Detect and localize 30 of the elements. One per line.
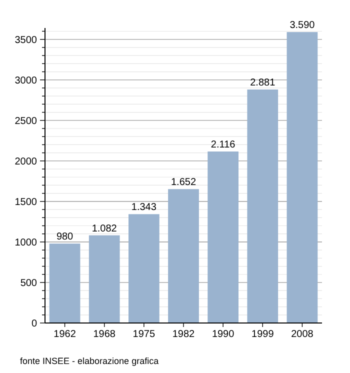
bar <box>247 90 278 323</box>
y-tick-label: 1500 <box>14 196 38 208</box>
bar <box>128 214 160 323</box>
data-label: 1.343 <box>131 202 157 214</box>
data-label: 1.082 <box>92 223 118 234</box>
bar <box>49 244 80 323</box>
y-tick-label: 3500 <box>14 34 38 46</box>
y-tick-label: 0 <box>31 318 38 330</box>
data-label: 980 <box>56 232 74 243</box>
y-tick-label: 2500 <box>14 116 38 127</box>
data-label: 2.881 <box>250 78 276 89</box>
y-tick-label: 2000 <box>14 156 38 168</box>
bar <box>168 189 199 323</box>
data-label: 2.116 <box>210 140 236 151</box>
x-tick-label: 1962 <box>54 329 76 340</box>
x-tick-label: 1990 <box>212 329 235 340</box>
bar <box>88 235 120 323</box>
x-tick-label: 1968 <box>93 329 116 340</box>
source-note: fonte INSEE - elaborazione grafica <box>20 356 159 366</box>
x-tick-label: 1982 <box>172 329 196 340</box>
x-tick-label: 2008 <box>291 329 314 340</box>
x-tick-label: 1999 <box>252 329 274 340</box>
y-tick-label: 1000 <box>14 237 38 248</box>
bar <box>208 152 239 323</box>
bar <box>286 32 318 323</box>
y-tick-label: 500 <box>20 278 38 289</box>
data-label: 1.652 <box>170 177 196 188</box>
x-tick-label: 1975 <box>132 329 156 340</box>
y-tick-label: 3000 <box>14 75 38 86</box>
data-label: 3.590 <box>290 20 316 32</box>
